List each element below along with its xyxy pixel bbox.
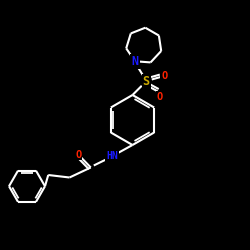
Text: S: S	[143, 75, 150, 88]
Text: O: O	[157, 92, 163, 102]
Text: O: O	[161, 71, 167, 81]
Text: O: O	[75, 150, 81, 160]
Text: HN: HN	[106, 151, 118, 161]
Text: N: N	[132, 55, 138, 68]
